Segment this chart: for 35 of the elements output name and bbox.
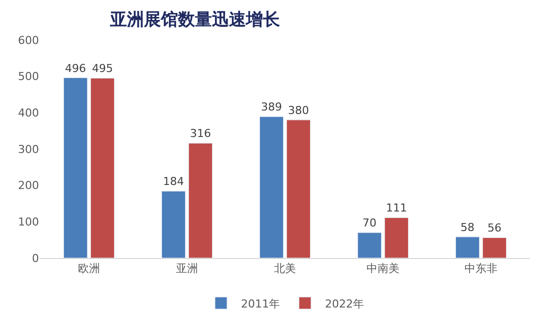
bar — [188, 142, 213, 258]
y-tick-label: 500 — [18, 70, 39, 84]
data-label: 389 — [261, 100, 282, 114]
bar — [63, 78, 88, 258]
y-tick-label: 400 — [18, 106, 39, 120]
y-tick-label: 200 — [18, 179, 39, 192]
chart-title: 亚洲展馆数量迅速增长 — [109, 10, 281, 30]
y-tick-label: 300 — [18, 142, 39, 156]
x-tick-label: 中东非 — [464, 262, 498, 276]
data-label: 70 — [362, 216, 377, 230]
y-tick-label: 0 — [32, 252, 39, 265]
bar — [161, 190, 186, 258]
legend-label: 2022年 — [325, 297, 364, 310]
data-label: 496 — [65, 62, 86, 75]
bar — [455, 236, 480, 258]
data-label: 316 — [190, 127, 211, 140]
bar — [259, 116, 284, 258]
legend-label: 2011年 — [241, 297, 280, 310]
bar — [357, 232, 382, 258]
x-tick-label: 亚洲 — [176, 262, 198, 276]
data-label: 56 — [487, 222, 502, 235]
y-tick-label: 100 — [18, 216, 39, 229]
x-tick-label: 欧洲 — [78, 262, 100, 276]
bar — [384, 217, 409, 258]
data-label: 184 — [163, 175, 184, 188]
x-tick-label: 中南美 — [366, 262, 400, 276]
data-label: 495 — [92, 62, 113, 76]
bar — [286, 120, 311, 258]
data-label: 380 — [288, 104, 309, 117]
data-label: 58 — [460, 220, 475, 234]
data-label: 111 — [386, 202, 407, 215]
x-tick-label: 北美 — [274, 262, 296, 276]
bar — [90, 78, 115, 258]
bar — [482, 237, 507, 258]
y-tick-label: 600 — [18, 34, 39, 47]
